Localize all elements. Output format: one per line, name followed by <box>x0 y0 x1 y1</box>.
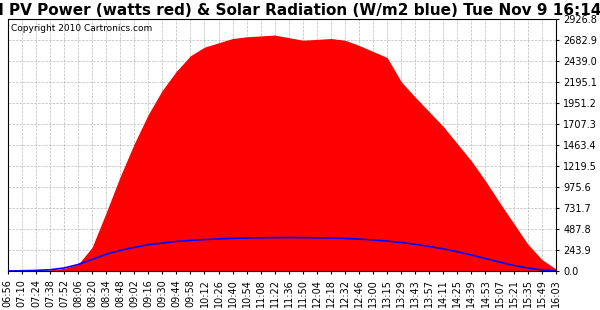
Text: Copyright 2010 Cartronics.com: Copyright 2010 Cartronics.com <box>11 24 152 33</box>
Title: Total PV Power (watts red) & Solar Radiation (W/m2 blue) Tue Nov 9 16:14: Total PV Power (watts red) & Solar Radia… <box>0 3 600 18</box>
